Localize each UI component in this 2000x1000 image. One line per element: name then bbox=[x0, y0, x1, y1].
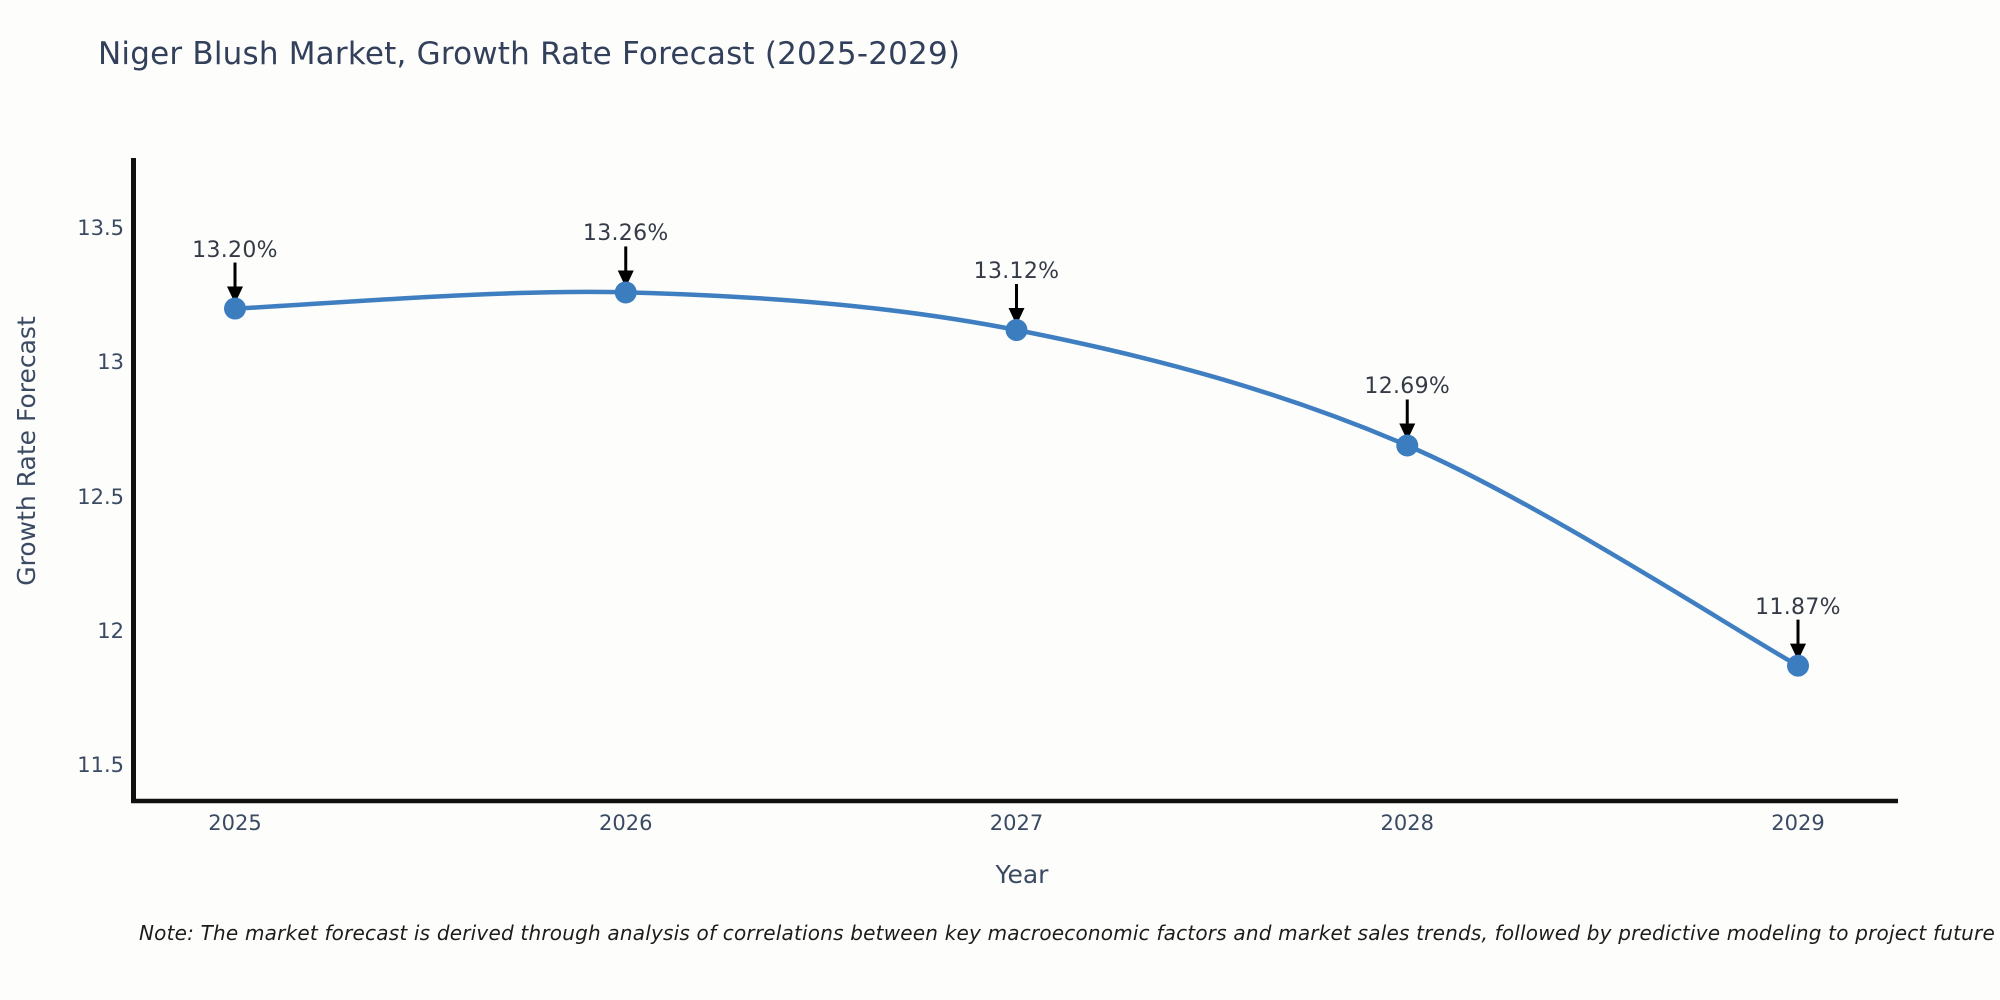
y-tick-label: 12.5 bbox=[77, 484, 124, 509]
data-point-label: 13.26% bbox=[582, 221, 669, 247]
annotation-arrow-head bbox=[1399, 423, 1416, 441]
x-tick-label: 2029 bbox=[1771, 811, 1825, 835]
x-tick-label: 2028 bbox=[1380, 811, 1434, 835]
data-point-marker bbox=[614, 281, 637, 304]
annotation-arrow-head bbox=[1008, 308, 1025, 326]
y-tick-label: 13.5 bbox=[77, 216, 124, 240]
chart-title: Niger Blush Market, Growth Rate Forecast… bbox=[98, 36, 961, 72]
y-axis-title: Growth Rate Forecast bbox=[12, 316, 41, 586]
y-tick-label: 11.5 bbox=[77, 753, 124, 777]
annotation-arrow-head bbox=[227, 286, 243, 304]
data-point-marker bbox=[1787, 654, 1809, 677]
x-tick-label: 2026 bbox=[599, 811, 653, 835]
x-axis-title: Year bbox=[995, 860, 1049, 889]
footnote: Note: The market forecast is derived thr… bbox=[139, 921, 2000, 945]
data-point-label: 12.69% bbox=[1364, 374, 1451, 400]
series-line bbox=[232, 289, 1801, 668]
data-point-marker bbox=[1396, 434, 1419, 457]
data-point-marker bbox=[224, 297, 246, 320]
data-point-label: 11.87% bbox=[1755, 594, 1841, 620]
data-point-marker bbox=[1005, 319, 1028, 342]
series-layer bbox=[224, 246, 1809, 677]
annotation-arrow-head bbox=[617, 270, 634, 288]
x-tick-label: 2027 bbox=[989, 811, 1044, 835]
data-point-label: 13.12% bbox=[973, 259, 1060, 285]
y-tick-label: 12 bbox=[97, 618, 124, 643]
data-point-label: 13.20% bbox=[192, 237, 278, 263]
y-tick-label: 13 bbox=[97, 350, 124, 375]
annotation-arrow-head bbox=[1790, 643, 1806, 661]
x-tick-label: 2025 bbox=[208, 811, 262, 835]
